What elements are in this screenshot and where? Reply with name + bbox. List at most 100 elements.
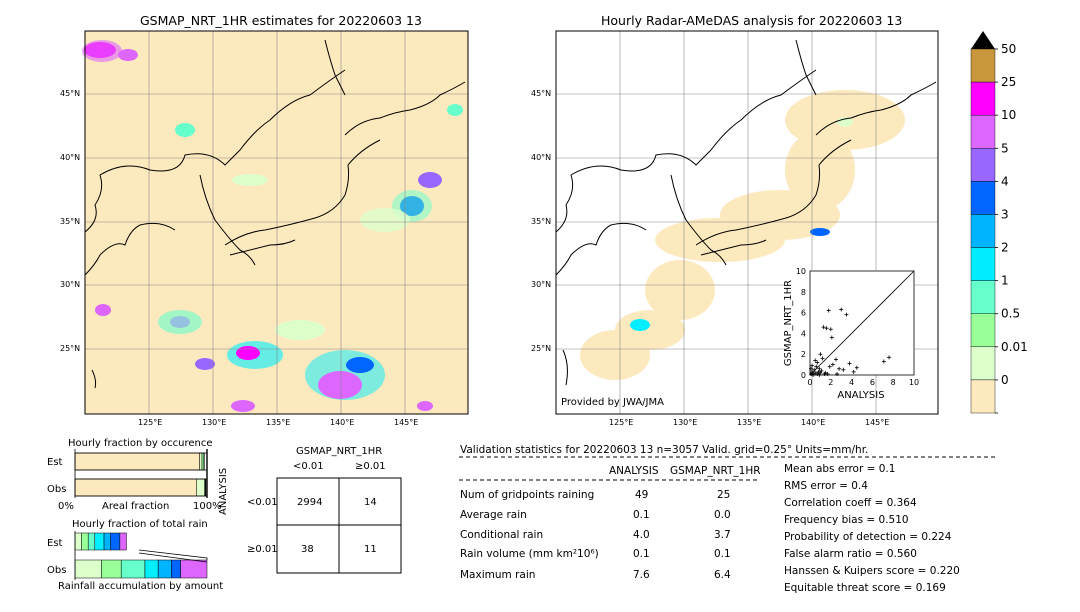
fraction-segment (119, 532, 127, 551)
scatter-point (854, 365, 859, 370)
colorbar-box (970, 114, 996, 149)
scatter-point (830, 362, 835, 367)
colorbar-label: 0 (1001, 373, 1009, 387)
score-line: Equitable threat score = 0.169 (784, 582, 946, 594)
scatter-xlabel: ANALYSIS (837, 390, 884, 401)
right-rain-patch (630, 319, 650, 331)
occurrence-axis-right: 100% (193, 501, 222, 512)
colorbar-label: 3 (1001, 207, 1009, 221)
score-line: Hanssen & Kuipers score = 0.220 (784, 565, 960, 577)
scatter-xtick: 6 (870, 378, 875, 387)
validation-row-gsmap: 0.1 (714, 548, 731, 560)
right-lon-label: 125°E (609, 418, 634, 427)
score-line: False alarm ratio = 0.560 (784, 548, 917, 560)
colorbar-label: 5 (1001, 141, 1009, 155)
scatter-point (839, 307, 844, 312)
occurrence-title: Hourly fraction by occurence (68, 438, 213, 449)
occurrence-obs-label: Obs (47, 484, 67, 495)
scatter-point (887, 355, 892, 360)
colorbar-box (970, 346, 996, 381)
left-lon-label: 145°E (394, 418, 419, 427)
left-lon-label: 135°E (266, 418, 291, 427)
left-map (82, 30, 469, 415)
fraction-segment (101, 559, 122, 579)
left-lat-label: 35°N (60, 217, 81, 226)
contingency-cell: 11 (364, 544, 377, 555)
left-rain-patches (82, 40, 463, 412)
right-graticule (556, 31, 938, 414)
right-coastlines (555, 39, 937, 386)
left-lon-label: 140°E (330, 418, 355, 427)
colorbar-box (970, 280, 996, 314)
scatter-point (813, 358, 818, 363)
scatter-ytick: 8 (801, 288, 806, 297)
scatter-point (815, 360, 820, 365)
validation-header: Validation statistics for 20220603 13 n=… (460, 444, 869, 456)
score-line: Frequency bias = 0.510 (784, 514, 909, 526)
scatter-ytick: 4 (801, 329, 806, 338)
right-lat-label: 35°N (531, 217, 552, 226)
total-rain-obs-label: Obs (47, 565, 67, 576)
left-map-title: GSMAP_NRT_1HR estimates for 20220603 13 (140, 13, 422, 28)
scatter-point (817, 373, 822, 377)
fraction-segment (74, 478, 197, 497)
colorbar-label: 0.5 (1001, 307, 1020, 321)
right-lat-label: 45°N (531, 89, 552, 98)
contingency-row-axis: ANALYSIS (218, 467, 229, 515)
scatter-xtick: 0 (807, 378, 812, 387)
total-rain-title: Hourly fraction of total rain (72, 519, 208, 530)
colorbar-box (970, 379, 996, 414)
scatter-point (820, 356, 825, 361)
fraction-segment (103, 532, 111, 551)
colorbar-box (970, 181, 996, 215)
fraction-segment (157, 559, 172, 579)
scatter-plot: 00 2 2 4 4 6 6 8 8 10 10 ANALYSIS GSMAP_NRT_1HR (783, 267, 919, 401)
fraction-segment (94, 532, 105, 551)
map-credit: Provided by JWA/JMA (561, 397, 664, 408)
total-rain-bars (74, 531, 208, 580)
fraction-segment (199, 452, 203, 471)
validation-row-analysis: 0.1 (633, 509, 650, 521)
validation-row-label: Conditional rain (460, 529, 544, 541)
validation-row-analysis: 4.0 (633, 529, 650, 541)
scatter-point (812, 367, 817, 372)
score-line: Probability of detection = 0.224 (784, 531, 952, 543)
validation-row-label: Maximum rain (460, 569, 536, 581)
scatter-ytick: 10 (796, 267, 806, 276)
total-rain-est-label: Est (47, 538, 63, 549)
scatter-point (819, 368, 824, 373)
scatter-xtick: 4 (849, 378, 854, 387)
validation-row-gsmap: 0.0 (714, 509, 731, 521)
contingency-cell: 2994 (297, 497, 323, 508)
fraction-segment (144, 559, 159, 579)
left-coastlines (84, 39, 466, 389)
right-lon-label: 140°E (801, 418, 826, 427)
validation-row-gsmap: 25 (717, 489, 731, 501)
scatter-point (844, 312, 849, 317)
scatter-point (828, 327, 833, 332)
right-lon-label: 145°E (865, 418, 890, 427)
score-line: RMS error = 0.4 (784, 480, 868, 492)
scatter-point (816, 369, 821, 374)
fraction-segment (171, 559, 181, 579)
contingency-row-low: <0.01 (247, 497, 278, 508)
scatter-xtick: 10 (909, 378, 919, 387)
fraction-segment (110, 532, 121, 551)
right-lon-label: 130°E (673, 418, 698, 427)
contingency-col-low: <0.01 (293, 461, 324, 472)
right-lon-label: 135°E (737, 418, 762, 427)
left-lat-label: 25°N (60, 344, 81, 353)
validation-row-gsmap: 3.7 (714, 529, 731, 541)
scatter-ytick: 6 (801, 309, 806, 318)
contingency-col-high: ≥0.01 (355, 461, 386, 472)
scatter-point (851, 369, 856, 374)
validation-col-gsmap: GSMAP_NRT_1HR (670, 465, 761, 477)
colorbar-label: 0.01 (1001, 340, 1028, 354)
score-line: Correlation coeff = 0.364 (784, 497, 917, 509)
fraction-segment (201, 452, 205, 471)
fraction-segment (87, 532, 96, 551)
contingency-row-high: ≥0.01 (247, 544, 278, 555)
scatter-point (829, 335, 834, 340)
left-lat-label: 40°N (60, 153, 81, 162)
contingency-cell: 14 (364, 497, 377, 508)
